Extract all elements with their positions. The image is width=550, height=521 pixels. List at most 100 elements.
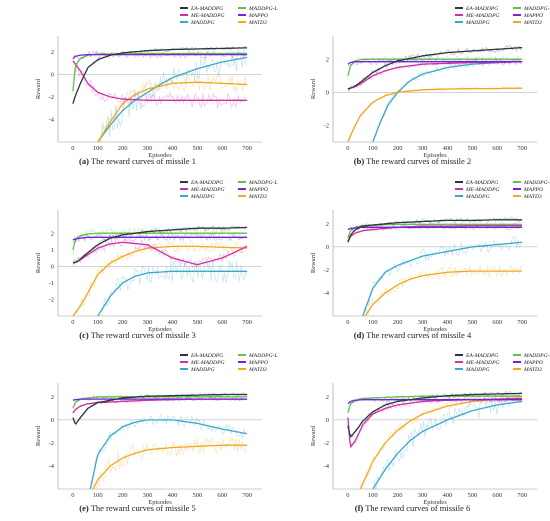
- x-tick-label: 0: [346, 319, 349, 326]
- x-tick-label: 300: [418, 319, 428, 326]
- plot-area: [72, 225, 248, 316]
- legend-label: MATD3: [248, 194, 267, 200]
- y-tick-label: -2: [324, 123, 329, 130]
- y-tick-label: -2: [324, 440, 329, 447]
- series-line-ea-maddpg: [72, 47, 248, 104]
- y-tick-label: -4: [49, 463, 55, 470]
- x-tick-label: 400: [443, 145, 453, 152]
- x-tick-label: 400: [168, 319, 178, 326]
- series-raw-mappo: [72, 233, 247, 244]
- x-tick-label: 0: [346, 145, 349, 152]
- legend: EA-MADDPG MADDPG-L ME-MADDPG MAPPO MADDPG MAT…: [455, 6, 550, 26]
- y-tick-label: 2: [51, 230, 54, 237]
- series-line-matd3: [92, 444, 248, 489]
- y-axis-label: Reward: [35, 78, 42, 99]
- x-tick-label: 300: [418, 145, 428, 152]
- caption-label: (e): [79, 503, 89, 513]
- series-line-ea-maddpg: [347, 219, 523, 243]
- y-tick-label: -1: [49, 280, 54, 287]
- panel-b: 0 100 200 300 400 500 600 700 2 0 -2 Episodes Reward…: [275, 0, 550, 173]
- x-tick-label: 200: [118, 492, 128, 499]
- y-tick-label: 2: [326, 221, 329, 228]
- y-tick-label: 2: [51, 394, 54, 401]
- legend-label: MAPPO: [248, 13, 268, 19]
- series-line-ea-maddpg: [347, 392, 523, 438]
- x-axis-label: Episodes: [148, 499, 172, 506]
- series-line-matd3: [72, 245, 248, 316]
- panel-d: 0 100 200 300 400 500 600 700 2 0 -2 -4 Episodes Rewa…: [275, 174, 550, 347]
- x-tick-label: 400: [168, 145, 178, 152]
- legend-label: MADDPG: [465, 194, 490, 200]
- x-tick-label: 200: [393, 319, 403, 326]
- legend-label: EA-MADDPG: [190, 353, 223, 359]
- legend-label: EA-MADDPG: [190, 6, 223, 12]
- legend-label: MATD3: [248, 367, 267, 373]
- series-line-ea-maddpg: [347, 46, 523, 90]
- y-axis-label: Reward: [310, 252, 317, 273]
- y-tick-label: -2: [49, 297, 54, 304]
- y-tick-label: -2: [49, 94, 54, 101]
- x-tick-label: 0: [346, 492, 349, 499]
- x-axis-label: Episodes: [423, 499, 447, 506]
- caption-text: The reward curves of missile 5: [90, 503, 196, 513]
- legend: EA-MADDPG MADDPG-L ME-MADDPG MAPPO MADDPG MAT…: [180, 6, 278, 26]
- legend: EA-MADDPG MADDPG-L ME-MADDPG MAPPO MADDPG MAT…: [455, 353, 550, 373]
- caption-text: The reward curves of missile 1: [90, 156, 196, 166]
- legend-label: MADDPG-L: [248, 353, 278, 359]
- legend-label: EA-MADDPG: [190, 180, 223, 186]
- y-tick-label: -2: [324, 267, 329, 274]
- x-tick-label: 700: [517, 492, 527, 499]
- series-line-maddpg: [372, 61, 523, 142]
- plot-area: [72, 46, 248, 142]
- y-tick-label: -4: [49, 117, 55, 124]
- series-line-mappo: [347, 61, 523, 65]
- y-axis-label: Reward: [310, 78, 317, 99]
- caption-label: (b): [353, 156, 365, 166]
- plot-area: [347, 44, 523, 142]
- series-line-mappo: [72, 53, 248, 60]
- chart-c: 0 100 200 300 400 500 600 700 2 1 0 -1 -2 Episodes Rew…: [35, 180, 278, 333]
- x-tick-label: 500: [467, 319, 477, 326]
- x-tick-label: 0: [71, 492, 74, 499]
- series-raw-maddpg: [90, 414, 248, 486]
- legend-label: ME-MADDPG: [190, 13, 225, 19]
- x-tick-label: 600: [217, 492, 227, 499]
- panel-c: 0 100 200 300 400 500 600 700 2 1 0 -1 -2 Episodes Rew…: [0, 174, 278, 347]
- series-raw-maddpg: [372, 392, 523, 489]
- series-line-maddpg-l: [72, 232, 248, 250]
- legend-label: MADDPG: [190, 194, 215, 200]
- series-raw-ea-maddpg: [347, 44, 522, 92]
- x-tick-label: 200: [393, 492, 403, 499]
- legend-label: MAPPO: [523, 360, 543, 366]
- x-tick-label: 200: [118, 319, 128, 326]
- x-tick-label: 600: [492, 145, 502, 152]
- x-tick-label: 100: [368, 319, 378, 326]
- legend-label: MADDPG-L: [248, 180, 278, 186]
- series-line-maddpg-l: [347, 58, 523, 76]
- x-tick-label: 100: [93, 492, 103, 499]
- series-line-maddpg-l: [72, 396, 248, 409]
- caption-e: (e) The reward curves of missile 5: [0, 503, 275, 513]
- y-axis-label: Reward: [35, 252, 42, 273]
- series-line-me-maddpg: [347, 61, 523, 90]
- caption-b: (b) The reward curves of missile 2: [275, 156, 550, 166]
- x-tick-label: 600: [217, 319, 227, 326]
- y-axis-label: Reward: [310, 425, 317, 446]
- chart-b: 0 100 200 300 400 500 600 700 2 0 -2 Episodes Reward…: [310, 6, 550, 159]
- legend-label: MATD3: [523, 194, 542, 200]
- legend: EA-MADDPG MADDPG-L ME-MADDPG MAPPO MADDPG MAT…: [455, 180, 550, 200]
- x-tick-label: 500: [467, 145, 477, 152]
- caption-f: (f) The reward curves of missile 6: [275, 503, 550, 513]
- caption-text: The reward curves of missile 3: [90, 330, 196, 340]
- panel-f: 0 100 200 300 400 500 600 700 2 0 -2 -4 Episodes Rewa…: [275, 347, 550, 520]
- series-line-matd3: [364, 270, 522, 316]
- x-tick-label: 500: [192, 145, 202, 152]
- series-line-ea-maddpg: [72, 226, 248, 264]
- y-tick-label: 2: [326, 394, 329, 401]
- x-tick-label: 700: [517, 145, 527, 152]
- caption-text: The reward curves of missile 6: [365, 503, 471, 513]
- legend-label: ME-MADDPG: [465, 360, 500, 366]
- x-tick-label: 500: [192, 319, 202, 326]
- legend-label: MAPPO: [248, 187, 268, 193]
- x-tick-label: 300: [143, 492, 153, 499]
